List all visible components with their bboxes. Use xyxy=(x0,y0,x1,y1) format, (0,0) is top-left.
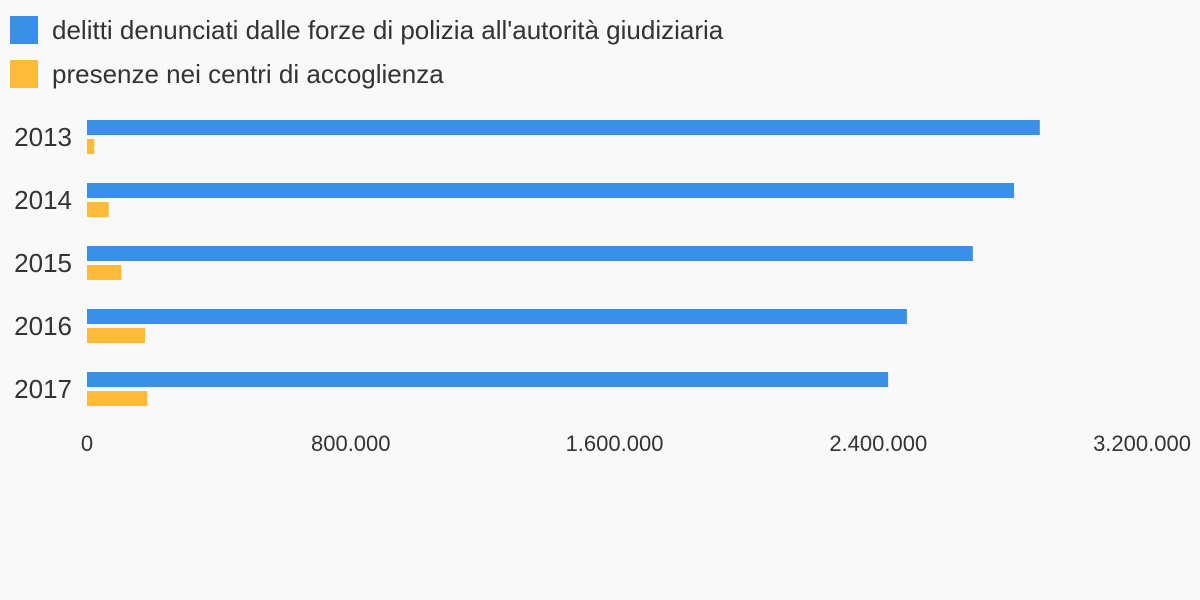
bar-presenze-2013 xyxy=(87,139,95,154)
bar-delitti-2015 xyxy=(87,246,973,261)
bar-presenze-2014 xyxy=(87,202,109,217)
x-tick-label-2: 1.600.000 xyxy=(566,431,664,456)
bar-presenze-2017 xyxy=(87,391,148,406)
x-tick-label-3: 2.400.000 xyxy=(829,431,927,456)
bar-delitti-2017 xyxy=(87,372,889,387)
bar-delitti-2013 xyxy=(87,120,1040,135)
legend-swatch-delitti xyxy=(10,16,38,44)
chart-legend: delitti denunciati dalle forze di polizi… xyxy=(10,8,723,96)
legend-item-delitti: delitti denunciati dalle forze di polizi… xyxy=(10,8,723,52)
legend-label-presenze: presenze nei centri di accoglienza xyxy=(52,59,444,89)
x-tick-label-4: 3.200.000 xyxy=(1093,431,1191,456)
legend-item-presenze: presenze nei centri di accoglienza xyxy=(10,52,723,96)
bar-delitti-2014 xyxy=(87,183,1015,198)
legend-label-delitti: delitti denunciati dalle forze di polizi… xyxy=(52,15,724,45)
y-tick-label-2015: 2015 xyxy=(14,248,72,278)
y-tick-label-2017: 2017 xyxy=(14,374,72,404)
x-tick-label-1: 800.000 xyxy=(311,431,391,456)
y-tick-label-2013: 2013 xyxy=(14,122,72,152)
legend-swatch-presenze xyxy=(10,60,38,88)
bar-presenze-2016 xyxy=(87,328,146,343)
bar-delitti-2016 xyxy=(87,309,907,324)
x-tick-label-0: 0 xyxy=(81,431,93,456)
y-tick-label-2014: 2014 xyxy=(14,185,72,215)
y-tick-label-2016: 2016 xyxy=(14,311,72,341)
bar-presenze-2015 xyxy=(87,265,122,280)
